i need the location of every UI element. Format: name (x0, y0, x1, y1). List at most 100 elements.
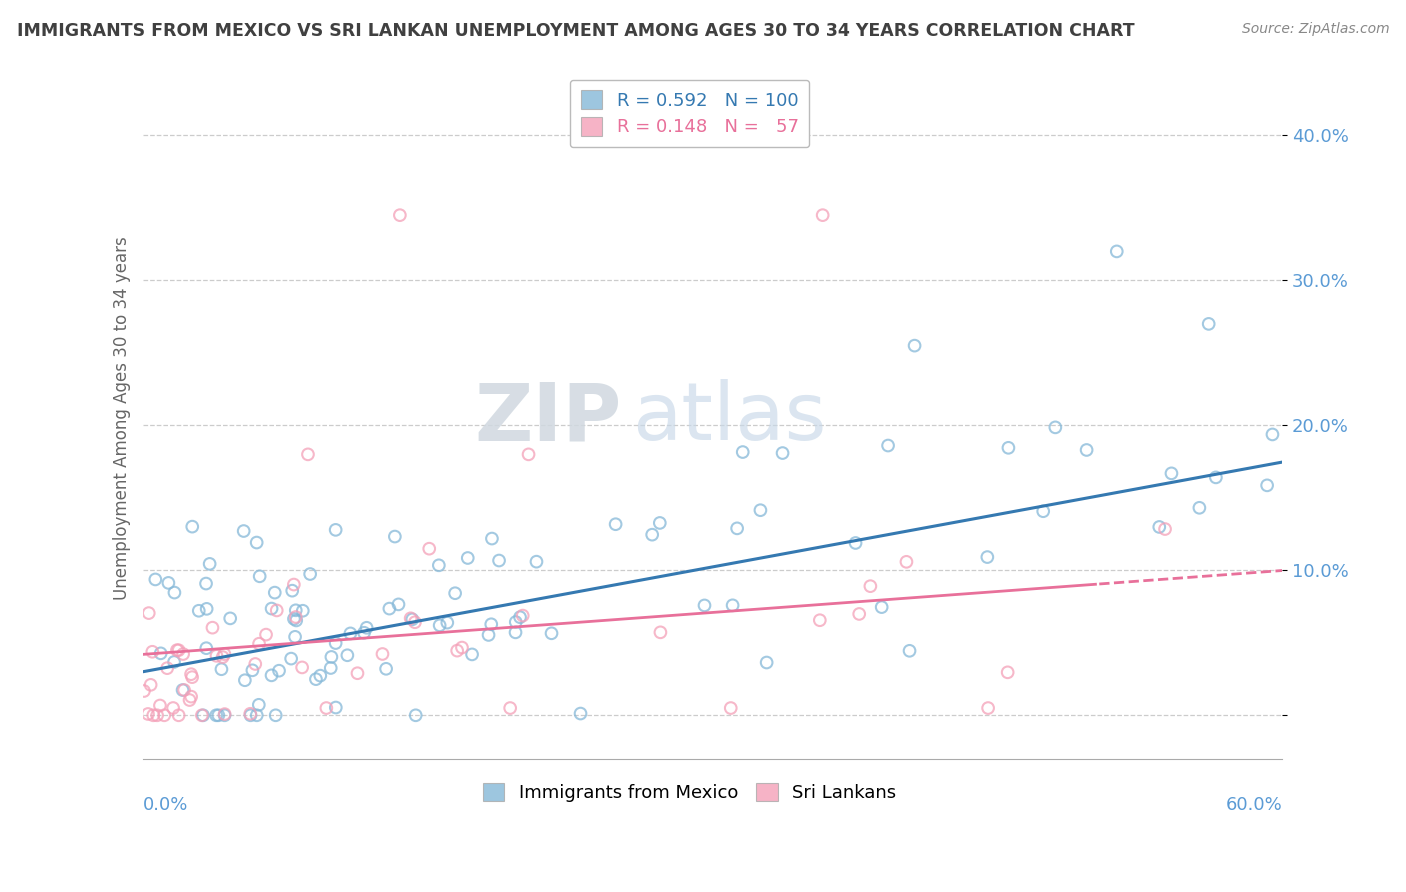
Point (569, 706, 592, 721)
Point (721, 599, 744, 613)
Point (239, 706, 262, 721)
Point (1032, 504, 1054, 518)
Point (444, 586, 467, 600)
Point (378, 601, 401, 615)
Point (371, 647, 394, 661)
Point (427, 558, 450, 573)
Point (517, 447, 540, 461)
Point (845, 536, 868, 550)
Point (141, 645, 163, 659)
Point (195, 602, 218, 616)
Point (1154, 522, 1177, 536)
Point (242, 663, 264, 677)
Point (1256, 478, 1278, 492)
Point (247, 637, 270, 651)
Point (336, 648, 359, 663)
Point (195, 641, 218, 656)
Point (1198, 317, 1220, 331)
Point (187, 604, 209, 618)
Point (179, 693, 201, 707)
Point (346, 666, 368, 681)
Point (266, 603, 288, 617)
Point (260, 668, 283, 682)
Point (404, 615, 426, 630)
Point (859, 579, 882, 593)
Point (209, 662, 232, 676)
Point (353, 625, 375, 640)
Point (195, 576, 218, 591)
Point (997, 665, 1019, 680)
Point (198, 557, 221, 571)
Point (249, 569, 271, 583)
Point (181, 670, 204, 684)
Point (136, 706, 159, 721)
Point (214, 708, 236, 723)
Point (977, 701, 1000, 715)
Point (163, 655, 186, 669)
Text: atlas: atlas (633, 379, 827, 457)
Point (451, 640, 474, 655)
Point (284, 630, 307, 644)
Point (284, 603, 307, 617)
Point (512, 608, 534, 623)
Point (263, 585, 285, 599)
Point (299, 567, 322, 582)
Point (641, 527, 664, 541)
Point (205, 648, 228, 663)
Point (291, 604, 314, 618)
Point (284, 610, 307, 624)
Point (172, 647, 194, 661)
Point (143, 573, 166, 587)
Legend: Immigrants from Mexico, Sri Lankans: Immigrants from Mexico, Sri Lankans (474, 773, 905, 811)
Point (172, 683, 194, 698)
Point (461, 648, 484, 662)
Point (246, 708, 269, 723)
Point (650, 625, 672, 640)
Point (281, 583, 304, 598)
Point (283, 612, 305, 626)
Point (153, 708, 176, 723)
Point (1160, 467, 1182, 481)
Point (1261, 427, 1284, 442)
Point (319, 661, 342, 675)
Point (309, 668, 332, 682)
Point (731, 445, 754, 459)
Point (405, 708, 427, 723)
Point (157, 575, 180, 590)
Point (138, 606, 160, 620)
Point (749, 503, 772, 517)
Point (325, 636, 347, 650)
Point (254, 627, 277, 641)
Point (499, 701, 522, 715)
Point (149, 646, 172, 660)
Point (1105, 244, 1128, 259)
Point (401, 612, 423, 626)
Point (479, 617, 502, 632)
Point (232, 524, 254, 538)
Point (384, 530, 406, 544)
Point (180, 667, 202, 681)
Text: 0.0%: 0.0% (142, 797, 188, 814)
Point (505, 615, 527, 629)
Text: 60.0%: 60.0% (1226, 797, 1282, 814)
Point (162, 701, 184, 715)
Point (1188, 500, 1211, 515)
Point (191, 708, 214, 723)
Point (211, 650, 233, 665)
Point (156, 661, 179, 675)
Point (356, 621, 378, 635)
Point (305, 672, 328, 686)
Point (720, 701, 742, 715)
Point (247, 698, 270, 712)
Point (870, 600, 893, 615)
Point (207, 708, 229, 723)
Point (214, 647, 236, 661)
Point (1045, 420, 1067, 434)
Point (166, 643, 188, 657)
Text: IMMIGRANTS FROM MEXICO VS SRI LANKAN UNEMPLOYMENT AMONG AGES 30 TO 34 YEARS CORR: IMMIGRANTS FROM MEXICO VS SRI LANKAN UNE… (17, 22, 1135, 40)
Point (246, 535, 269, 549)
Point (201, 621, 224, 635)
Point (418, 541, 440, 556)
Text: Source: ZipAtlas.com: Source: ZipAtlas.com (1241, 22, 1389, 37)
Point (214, 707, 236, 722)
